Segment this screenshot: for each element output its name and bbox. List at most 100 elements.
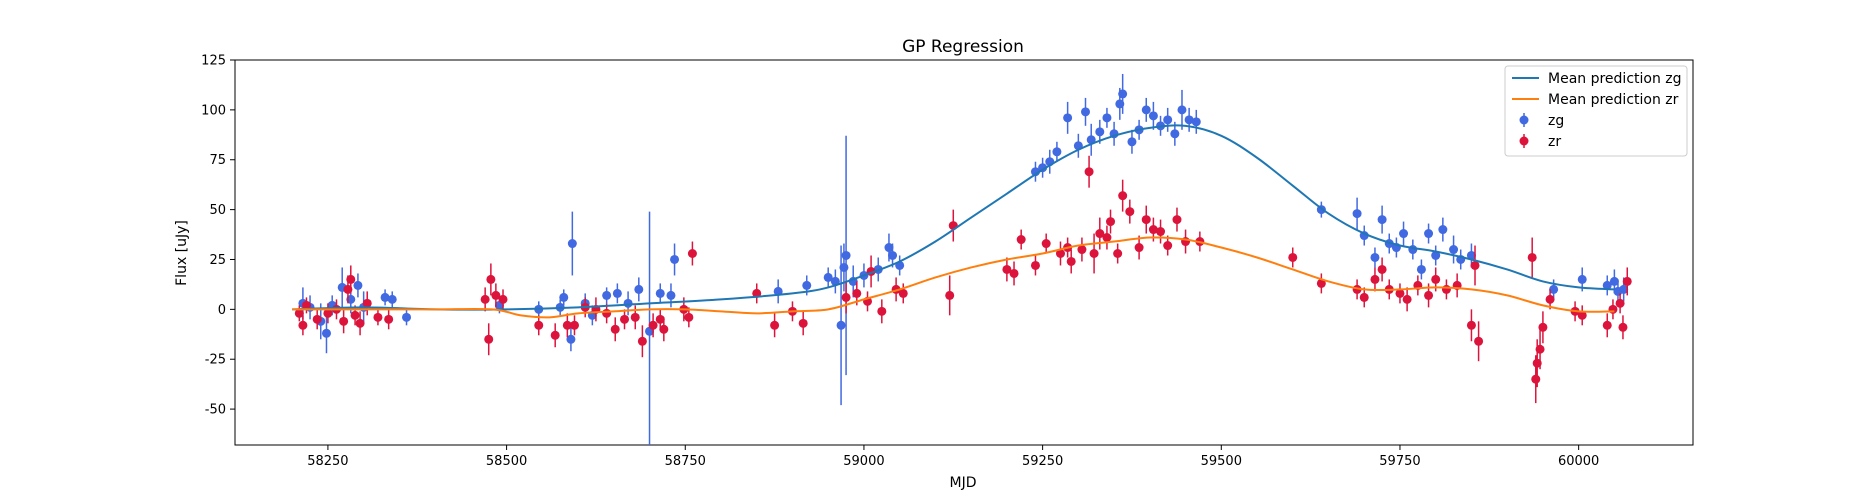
point-zg	[1619, 284, 1629, 294]
point-zr	[491, 290, 501, 300]
point-zg	[836, 320, 846, 330]
y-tick-label: 50	[209, 203, 226, 218]
point-zr	[1148, 225, 1158, 235]
point-zg	[612, 288, 622, 298]
point-zr	[1106, 217, 1116, 227]
point-zr	[1030, 260, 1040, 270]
x-tick-label: 59250	[1022, 454, 1063, 469]
point-zr	[1608, 304, 1618, 314]
y-tick-label: -25	[205, 353, 226, 368]
point-zr	[1009, 268, 1019, 278]
point-zg	[1416, 264, 1426, 274]
point-zr	[1424, 290, 1434, 300]
point-zr	[480, 294, 490, 304]
point-zr	[1156, 227, 1166, 237]
point-zr	[637, 336, 647, 346]
legend: Mean prediction zg Mean prediction zr zg…	[1504, 65, 1688, 157]
legend-label-zg: zg	[1548, 113, 1564, 129]
point-zr	[498, 294, 508, 304]
point-zg	[1191, 117, 1201, 127]
point-zg	[802, 280, 812, 290]
point-zr	[877, 306, 887, 316]
point-zg	[567, 239, 577, 249]
point-zg	[402, 312, 412, 322]
legend-swatch-zr-point	[1519, 136, 1529, 146]
point-zr	[1041, 239, 1051, 249]
point-zr	[1618, 322, 1628, 332]
point-zr	[1527, 252, 1537, 262]
legend-label-zg-mean: Mean prediction zg	[1548, 71, 1682, 87]
chart-title: GP Regression	[902, 37, 1024, 57]
x-tick-label: 59000	[843, 454, 884, 469]
series-zr	[294, 155, 1632, 404]
point-zg	[1431, 250, 1441, 260]
point-zg	[1449, 245, 1459, 255]
legend-swatch-zg-point	[1519, 115, 1529, 125]
point-zr	[945, 290, 955, 300]
legend-label-zr: zr	[1548, 134, 1561, 150]
point-zr	[294, 308, 304, 318]
point-zr	[687, 248, 697, 258]
point-zr	[1077, 245, 1087, 255]
point-zr	[1066, 256, 1076, 266]
y-axis: -50 -25 0 25 50 75 100 125	[201, 54, 235, 418]
point-zr	[1602, 320, 1612, 330]
point-zg	[1118, 89, 1128, 99]
point-zr	[1395, 288, 1405, 298]
point-zr	[610, 324, 620, 334]
point-zr	[1089, 248, 1099, 258]
point-zr	[620, 314, 630, 324]
point-zr	[1055, 248, 1065, 258]
x-tick-label: 58250	[307, 454, 348, 469]
point-zg	[884, 243, 894, 253]
point-zr	[1377, 264, 1387, 274]
point-zr	[1615, 298, 1625, 308]
point-zr	[798, 318, 808, 328]
x-tick-label: 58500	[486, 454, 527, 469]
point-zg	[1063, 113, 1073, 123]
x-tick-label: 59750	[1379, 454, 1420, 469]
y-tick-label: 25	[209, 253, 226, 268]
point-zg	[1102, 113, 1112, 123]
point-zg	[1127, 137, 1137, 147]
point-zg	[1370, 252, 1380, 262]
point-zg	[1549, 284, 1559, 294]
point-zr	[630, 312, 640, 322]
point-zr	[339, 316, 349, 326]
point-zr	[1359, 292, 1369, 302]
point-zg	[353, 280, 363, 290]
point-zr	[355, 318, 365, 328]
point-zr	[655, 314, 665, 324]
point-zr	[1538, 322, 1548, 332]
point-zg	[655, 288, 665, 298]
point-zr	[562, 320, 572, 330]
point-zr	[1113, 248, 1123, 258]
point-zg	[1602, 280, 1612, 290]
point-zr	[1016, 235, 1026, 245]
point-zr	[312, 314, 322, 324]
point-zr	[1125, 207, 1135, 217]
point-zr	[1431, 274, 1441, 284]
point-zr	[1531, 374, 1541, 384]
point-zg	[634, 284, 644, 294]
point-zr	[1163, 241, 1173, 251]
point-zr	[684, 312, 694, 322]
point-zr	[1441, 284, 1451, 294]
point-zr	[1095, 229, 1105, 239]
point-zg	[1438, 225, 1448, 235]
point-zg	[321, 328, 331, 338]
point-zg	[1377, 215, 1387, 225]
point-zr	[1474, 336, 1484, 346]
line-mean-prediction-zr	[292, 236, 1615, 319]
point-zg	[380, 292, 390, 302]
point-zg	[1352, 209, 1362, 219]
point-zr	[602, 308, 612, 318]
point-zr	[534, 320, 544, 330]
series-layer	[294, 73, 1632, 445]
point-zg	[841, 250, 851, 260]
point-zr	[550, 330, 560, 340]
point-zr	[1466, 320, 1476, 330]
legend-box	[1504, 65, 1688, 157]
point-zr	[384, 314, 394, 324]
